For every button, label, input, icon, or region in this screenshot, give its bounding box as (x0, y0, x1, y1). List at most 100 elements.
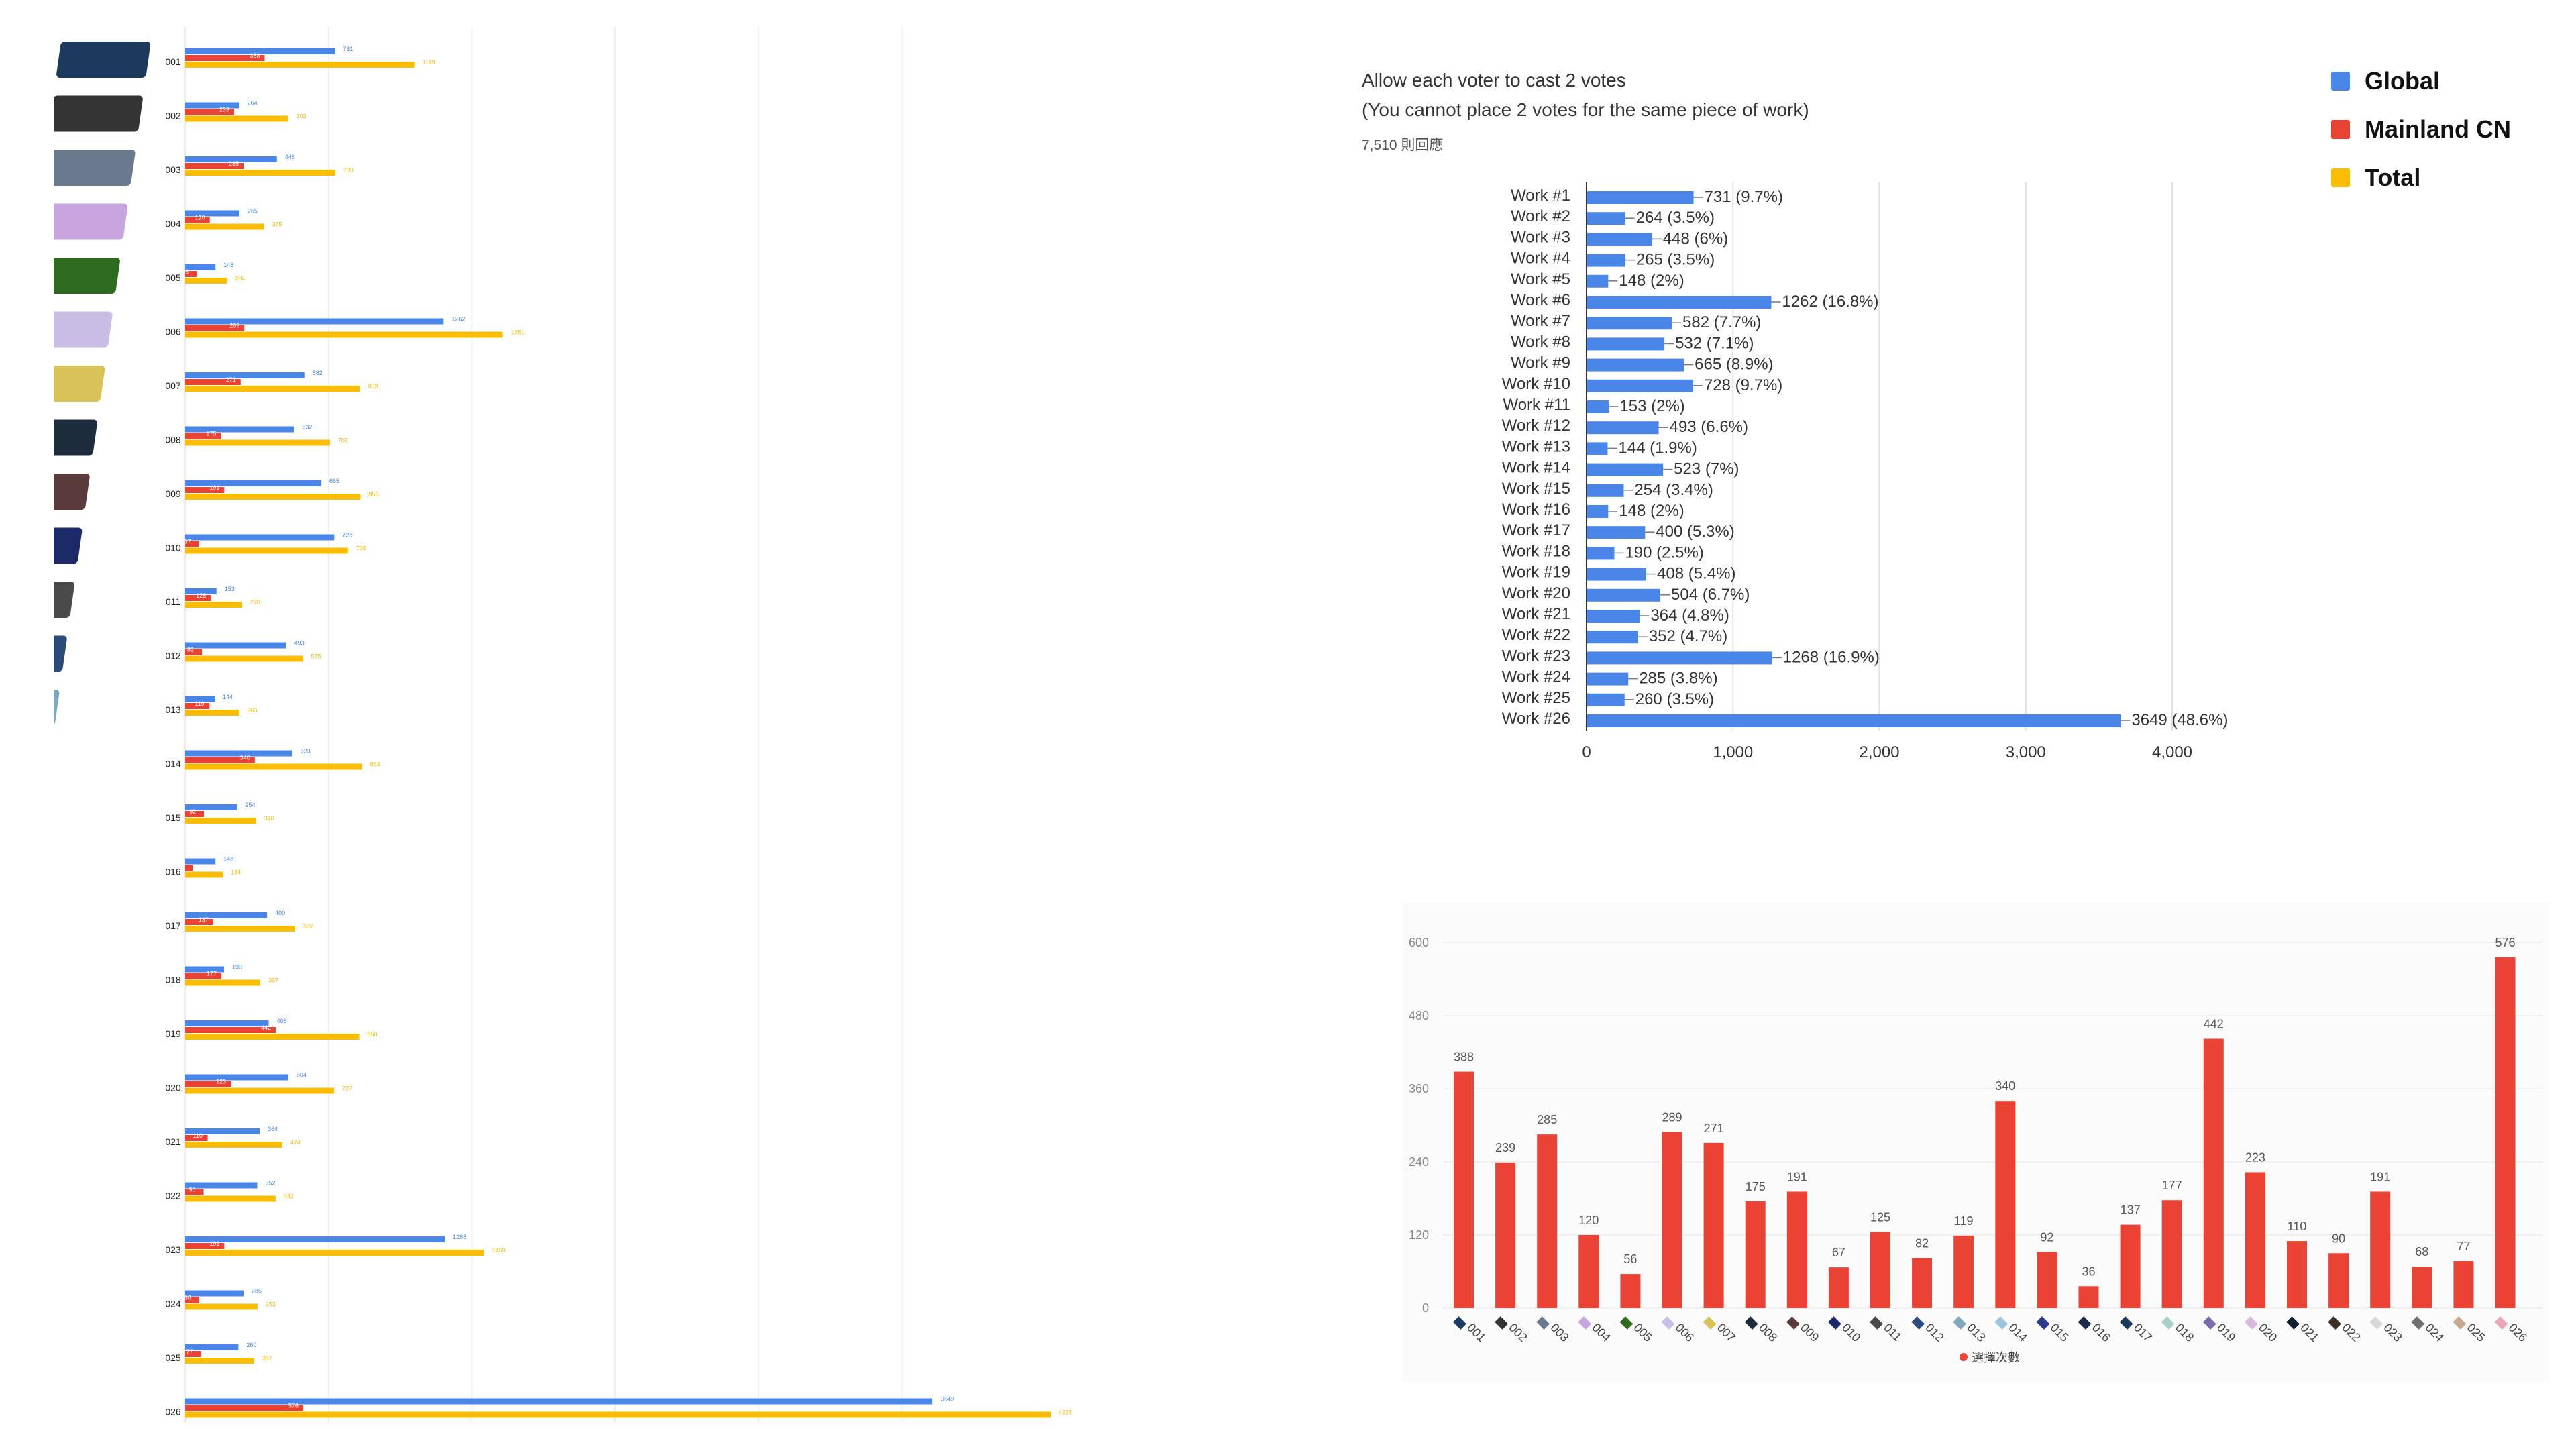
data-label: 92 (189, 808, 196, 815)
data-label: 265 (3.5%) (1636, 251, 1715, 269)
data-label: 223 (2245, 1150, 2265, 1164)
data-label: 120 (1578, 1214, 1599, 1227)
bar-mainland-cn (185, 703, 210, 709)
data-label: 68 (184, 1295, 191, 1301)
data-label: 289 (1662, 1110, 1682, 1124)
bar-global (185, 1128, 260, 1134)
category-label: 003 (165, 164, 181, 175)
bar-global (185, 210, 239, 217)
category-label: 006 (165, 327, 181, 337)
bar (2120, 1224, 2141, 1308)
data-label: 503 (297, 113, 307, 120)
bar-global (185, 534, 335, 541)
bar-total (185, 1087, 334, 1094)
legend-swatch (2331, 168, 2350, 187)
y-tick-label: 600 (1409, 936, 1429, 949)
survey-subtitle: (You cannot place 2 votes for the same p… (1362, 99, 1809, 120)
bar-global (185, 588, 217, 594)
bar-global (185, 102, 239, 109)
data-label: 575 (311, 653, 321, 660)
category-label: Work #4 (1511, 250, 1570, 268)
bar (1953, 1235, 1974, 1308)
bar (2287, 1241, 2307, 1308)
tick-thumbnail (2202, 1316, 2216, 1330)
data-label: 523 (301, 748, 311, 755)
data-label: 408 (5.4%) (1657, 565, 1735, 583)
bar (1620, 1274, 1641, 1308)
category-label: 015 (165, 812, 181, 823)
data-label: 175 (1746, 1180, 1766, 1193)
bar-total (185, 547, 348, 554)
tick-thumbnail (1911, 1316, 1925, 1330)
survey-header: Allow each voter to cast 2 votes (You ca… (1362, 66, 1809, 154)
work-thumbnail (54, 635, 67, 672)
bar-mainland-cn (185, 1243, 225, 1249)
bar-global (185, 1020, 269, 1026)
data-label: 504 (297, 1072, 307, 1079)
category-label: Work #6 (1511, 291, 1570, 309)
bar-global (185, 1398, 933, 1405)
bar-mainland-cn (185, 811, 205, 817)
work-thumbnail (56, 42, 151, 78)
data-label: 271 (1704, 1122, 1724, 1135)
bar-mainland-cn (185, 1081, 231, 1087)
data-label: 367 (268, 977, 278, 984)
category-label: 013 (165, 704, 181, 715)
data-label: 346 (264, 815, 274, 822)
bar-mainland-cn (185, 649, 203, 655)
data-label: 82 (1915, 1237, 1929, 1250)
data-label: 264 (3.5%) (1636, 209, 1715, 227)
bar (1587, 672, 1629, 686)
bar-mainland-cn (185, 1135, 208, 1141)
mainland-cn-bar-chart: 0120240360480600388001239002285003120004… (1402, 902, 2549, 1382)
data-label: 448 (285, 154, 295, 160)
data-label: 353 (266, 1301, 276, 1308)
data-label: 56 (1623, 1252, 1637, 1266)
bar-mainland-cn (185, 1405, 303, 1411)
bar-total (185, 818, 256, 824)
data-label: 400 (275, 910, 285, 916)
data-label: 148 (2%) (1619, 272, 1684, 290)
left-grouped-bar-chart: 001 731 388 1119 002 264 239 503 003 448 285 733 004… (54, 27, 1072, 1422)
data-label: 239 (1495, 1141, 1515, 1155)
data-label: 82 (187, 647, 194, 653)
bar (1587, 274, 1609, 288)
bar (1995, 1101, 2016, 1308)
bar (1587, 568, 1647, 581)
data-label: 239 (219, 107, 229, 113)
bar-total (185, 331, 503, 338)
bar-total (185, 1142, 282, 1148)
category-label: Work #12 (1502, 417, 1570, 435)
bar-total (185, 979, 261, 986)
data-label: 364 (268, 1126, 278, 1132)
bar-mainland-cn (185, 757, 255, 763)
bar-total (185, 494, 361, 500)
bar-global (185, 804, 237, 810)
tick-thumbnail (2328, 1316, 2341, 1330)
data-label: 665 (329, 478, 339, 484)
tick-thumbnail (1495, 1316, 1508, 1330)
data-label: 388 (250, 52, 260, 59)
data-label: 263 (247, 707, 257, 714)
tick-thumbnail (2453, 1316, 2467, 1330)
data-label: 853 (368, 383, 378, 390)
bar-global (185, 426, 294, 433)
bar-global (185, 156, 277, 162)
data-label: 856 (368, 491, 378, 498)
work-thumbnail (54, 311, 113, 348)
data-label: 493 (294, 640, 305, 647)
data-label: 204 (235, 275, 245, 282)
category-label: 002 (165, 111, 181, 121)
data-label: 285 (229, 160, 239, 167)
category-label: Work #25 (1502, 689, 1570, 707)
category-label: 009 (165, 488, 181, 499)
bar (2328, 1253, 2349, 1308)
data-label: 493 (6.6%) (1670, 418, 1748, 436)
data-label: 1119 (423, 59, 435, 66)
category-label: 012 (165, 651, 181, 661)
x-tick-label: 0 (1582, 743, 1591, 761)
tick-thumbnail (1453, 1316, 1466, 1330)
bar (1587, 254, 1625, 267)
data-label: 260 (3.5%) (1635, 690, 1714, 708)
bar (1786, 1191, 1807, 1308)
